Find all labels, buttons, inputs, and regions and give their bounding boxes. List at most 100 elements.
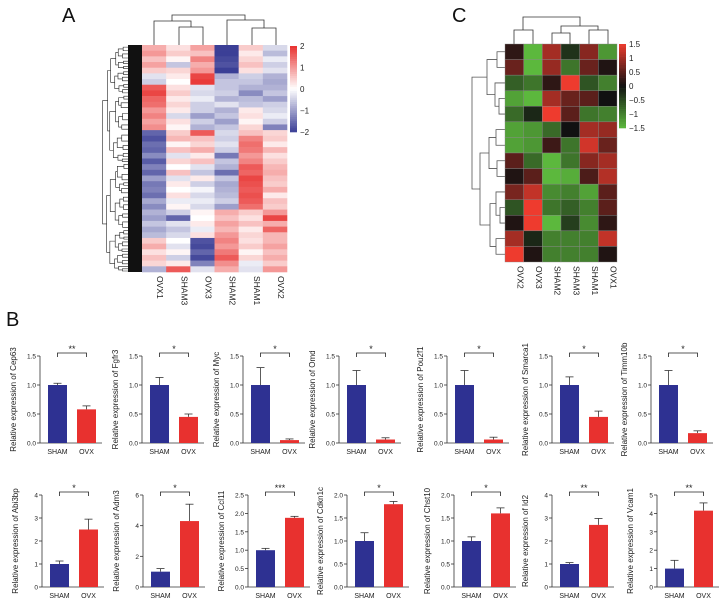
heatmap-cell: [166, 147, 191, 154]
bar-chart-abi3bp: 0 1 2 3 4 SHAM OVX * Relative expression of Abi3…: [11, 483, 104, 600]
y-tick-label: 2: [649, 548, 653, 555]
dendrogram-branch: [116, 137, 124, 148]
dendrogram-branch: [115, 101, 119, 123]
heatmap-cell: [190, 254, 215, 261]
bar-ovx: [491, 513, 510, 587]
heatmap-cell: [214, 130, 239, 137]
dendrogram-branch: [123, 84, 128, 88]
colorbar-tick-label: −1: [629, 110, 639, 119]
colorbar-segment: [619, 75, 626, 78]
colorbar-segment: [290, 56, 297, 60]
heatmap-cell: [214, 141, 239, 148]
bar-ovx: [589, 416, 608, 443]
y-tick-label: 1.0: [326, 383, 335, 390]
heatmap-cell: [504, 246, 524, 263]
heatmap-cell: [238, 79, 264, 86]
heatmap-cell: [262, 215, 288, 222]
heatmap-cell: [598, 59, 618, 76]
y-tick-label: 4: [649, 511, 653, 518]
dendrogram-branch: [122, 253, 128, 258]
significance-bracket: [464, 352, 494, 357]
colorbar-segment: [290, 71, 297, 75]
heatmap-cell: [214, 135, 239, 142]
colorbar-segment: [290, 110, 297, 113]
colorbar-segment: [619, 77, 626, 80]
colorbar-segment: [619, 94, 626, 97]
heatmap-cell: [190, 215, 215, 222]
dendrogram-branch: [123, 230, 128, 235]
significance-bracket: [260, 352, 290, 357]
x-tick-label: OVX: [181, 449, 196, 456]
colorbar-segment: [290, 54, 297, 58]
heatmap-cell: [238, 203, 264, 210]
colorbar-segment: [290, 97, 297, 101]
y-tick-label: 0.0: [334, 585, 343, 592]
heatmap-cell: [166, 164, 191, 171]
heatmap-cell: [214, 266, 239, 273]
heatmap-cell: [262, 152, 288, 159]
heatmap-cell: [238, 266, 264, 273]
y-tick-label: 0.5: [539, 412, 548, 419]
heatmap-cell: [166, 254, 191, 261]
significance-label: *: [173, 483, 177, 493]
colorbar-segment: [619, 86, 626, 89]
y-tick-label: 1.0: [539, 383, 548, 390]
colorbar-segment: [619, 109, 626, 112]
heatmap-cell: [142, 90, 167, 97]
heatmap-cell: [142, 249, 167, 256]
heatmap-cell: [238, 67, 264, 74]
heatmap-a-row-dendrogram: [102, 45, 142, 272]
bar-sham: [151, 571, 170, 587]
dendrogram-branch: [122, 89, 128, 94]
significance-bracket: [356, 352, 386, 357]
heatmap-cell: [262, 118, 288, 125]
heatmap-cell: [262, 158, 288, 165]
dendrogram-branch: [118, 85, 124, 92]
dendrogram-branch: [499, 207, 505, 224]
heatmap-c-column-labels: OVX2 OVX3 SHAM2 SHAM3 SHAM1 OVX1: [515, 266, 618, 296]
heatmap-cell: [238, 175, 264, 182]
colorbar-segment: [619, 92, 626, 95]
heatmap-cell: [142, 237, 167, 244]
colorbar-segment: [619, 98, 626, 101]
heatmap-cell: [238, 192, 264, 199]
dendrogram-branch: [122, 241, 128, 247]
y-axis-label: Relative expression of Fgfr3: [111, 349, 120, 449]
heatmap-cell: [262, 203, 288, 210]
heatmap-cell: [214, 226, 239, 233]
colorbar-segment: [290, 61, 297, 64]
heatmap-cell: [166, 232, 191, 239]
heatmap-cell: [142, 169, 167, 176]
heatmap-cell: [504, 74, 524, 91]
y-tick-label: 3: [34, 516, 38, 523]
y-tick-label: 0.0: [230, 441, 239, 448]
heatmap-cell: [142, 226, 167, 233]
heatmap-cell: [238, 181, 264, 188]
x-tick-label: OVX: [79, 449, 94, 456]
y-axis-label: Relative expression of Adm3: [112, 490, 121, 592]
bar-ovx: [384, 504, 403, 587]
heatmap-cell: [262, 198, 288, 205]
significance-label: *: [273, 344, 277, 354]
heatmap-cell: [190, 152, 215, 159]
heatmap-cell: [190, 249, 215, 256]
bar-sham: [347, 385, 366, 443]
heatmap-cell: [190, 175, 215, 182]
colorbar-segment: [619, 121, 626, 125]
heatmap-cell: [238, 232, 264, 239]
heatmap-cell: [214, 175, 239, 182]
heatmap-cell: [142, 175, 167, 182]
heatmap-cell: [142, 198, 167, 205]
heatmap-cell: [190, 158, 215, 165]
heatmap-cell: [238, 130, 264, 137]
dendrogram-branch: [122, 153, 128, 158]
heatmap-cell: [560, 215, 580, 232]
heatmap-cell: [214, 215, 239, 222]
heatmap-cell: [214, 152, 239, 159]
colorbar-segment: [290, 86, 297, 90]
dendrogram-branch: [114, 258, 119, 269]
heatmap-cell: [598, 246, 618, 263]
dendrogram-branch: [113, 142, 118, 158]
column-label: OVX1: [155, 276, 165, 299]
dendrogram-branch: [123, 60, 128, 64]
